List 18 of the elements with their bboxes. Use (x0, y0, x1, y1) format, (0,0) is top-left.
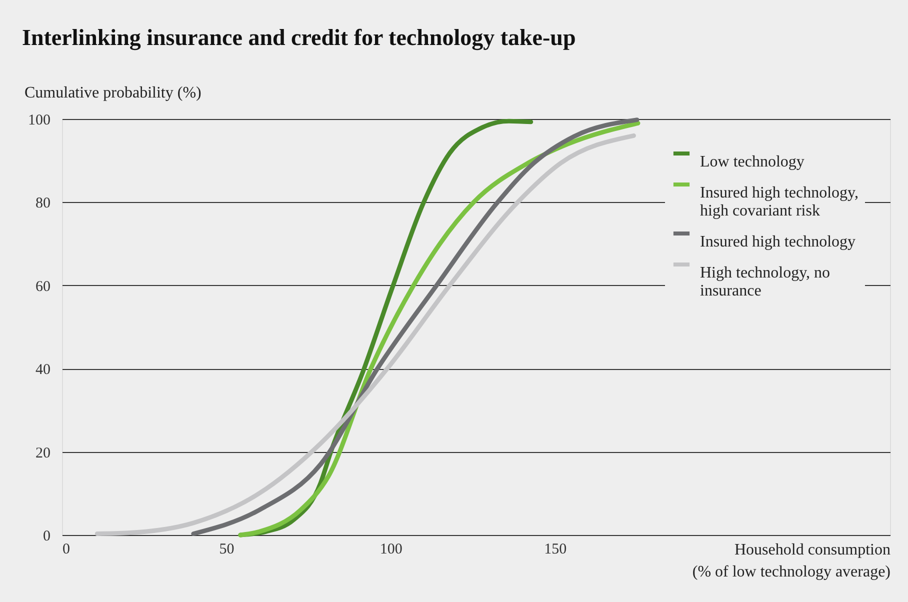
y-tick-label: 20 (36, 445, 50, 462)
x-tick-label: 50 (219, 542, 234, 558)
legend-label: High technology, no insurance (700, 264, 830, 300)
x-tick-label: 0 (62, 542, 70, 558)
legend-label: Insured high technology, high covariant risk (700, 184, 858, 220)
x-tick-label: 150 (544, 542, 567, 558)
y-tick-label: 100 (28, 112, 50, 128)
y-axis-title: Cumulative probability (%) (24, 84, 202, 102)
x-axis-title: Household consumption (% of low technology average) (692, 542, 890, 580)
legend-label: Insured high technology (700, 234, 856, 250)
y-tick-label: 60 (36, 278, 50, 295)
y-tick-label: 40 (36, 362, 50, 378)
chart-title: Interlinking insurance and credit for technology take-up (22, 25, 576, 51)
x-tick-label: 100 (380, 542, 402, 558)
y-tick-label: 0 (43, 528, 50, 544)
legend-label: Low technology (700, 154, 804, 170)
line-series (94, 133, 636, 536)
y-tick-label: 80 (36, 196, 50, 212)
